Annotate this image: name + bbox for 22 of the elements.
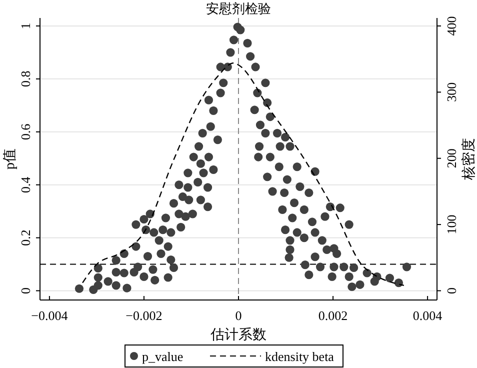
chart-title: 安慰剂检验 xyxy=(206,1,271,16)
x-tick-label: −0.002 xyxy=(126,308,162,323)
y2-axis-title: 核密度 xyxy=(461,138,477,181)
y-tick-label: 0.2 xyxy=(18,230,33,246)
legend-label: kdensity beta xyxy=(265,349,334,364)
y2-tick-label: 300 xyxy=(444,82,459,102)
x-tick-label: −0.004 xyxy=(31,308,68,323)
y2-tick-label: 400 xyxy=(444,16,459,36)
x-tick-label: 0.002 xyxy=(318,308,348,323)
x-tick-label: 0 xyxy=(235,308,242,323)
x-tick-label: 0.004 xyxy=(412,308,443,323)
y-tick-label: 1 xyxy=(18,22,33,30)
y-tick-label: 0.6 xyxy=(18,123,33,140)
y-tick-label: 0.4 xyxy=(18,176,33,193)
y2-tick-label: 100 xyxy=(444,214,459,234)
y-tick-label: 0.8 xyxy=(18,70,33,88)
y-axis-title: p值 xyxy=(2,148,18,170)
y2-tick-label: 0 xyxy=(444,287,459,294)
x-axis-title: 估计系数 xyxy=(210,327,266,343)
y2-tick-label: 200 xyxy=(444,148,459,168)
legend-label: p_value xyxy=(142,349,184,364)
y-tick-label: 0 xyxy=(18,287,33,294)
